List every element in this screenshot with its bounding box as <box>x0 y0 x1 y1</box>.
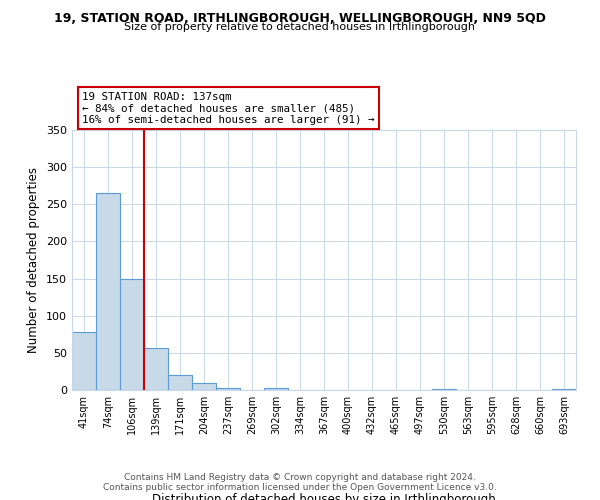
Text: Contains HM Land Registry data © Crown copyright and database right 2024.: Contains HM Land Registry data © Crown c… <box>124 474 476 482</box>
Bar <box>120 280 144 390</box>
Text: Size of property relative to detached houses in Irthlingborough: Size of property relative to detached ho… <box>125 22 476 32</box>
Bar <box>216 388 240 390</box>
Bar <box>552 388 576 390</box>
Bar <box>432 388 456 390</box>
Bar <box>144 348 168 390</box>
X-axis label: Distribution of detached houses by size in Irthlingborough: Distribution of detached houses by size … <box>152 492 496 500</box>
Bar <box>72 332 96 390</box>
Bar <box>192 382 216 390</box>
Bar <box>168 375 192 390</box>
Text: 19 STATION ROAD: 137sqm
← 84% of detached houses are smaller (485)
16% of semi-d: 19 STATION ROAD: 137sqm ← 84% of detache… <box>82 92 374 125</box>
Text: Contains public sector information licensed under the Open Government Licence v3: Contains public sector information licen… <box>103 484 497 492</box>
Bar <box>96 193 120 390</box>
Bar <box>264 388 288 390</box>
Text: 19, STATION ROAD, IRTHLINGBOROUGH, WELLINGBOROUGH, NN9 5QD: 19, STATION ROAD, IRTHLINGBOROUGH, WELLI… <box>54 12 546 26</box>
Y-axis label: Number of detached properties: Number of detached properties <box>28 167 40 353</box>
